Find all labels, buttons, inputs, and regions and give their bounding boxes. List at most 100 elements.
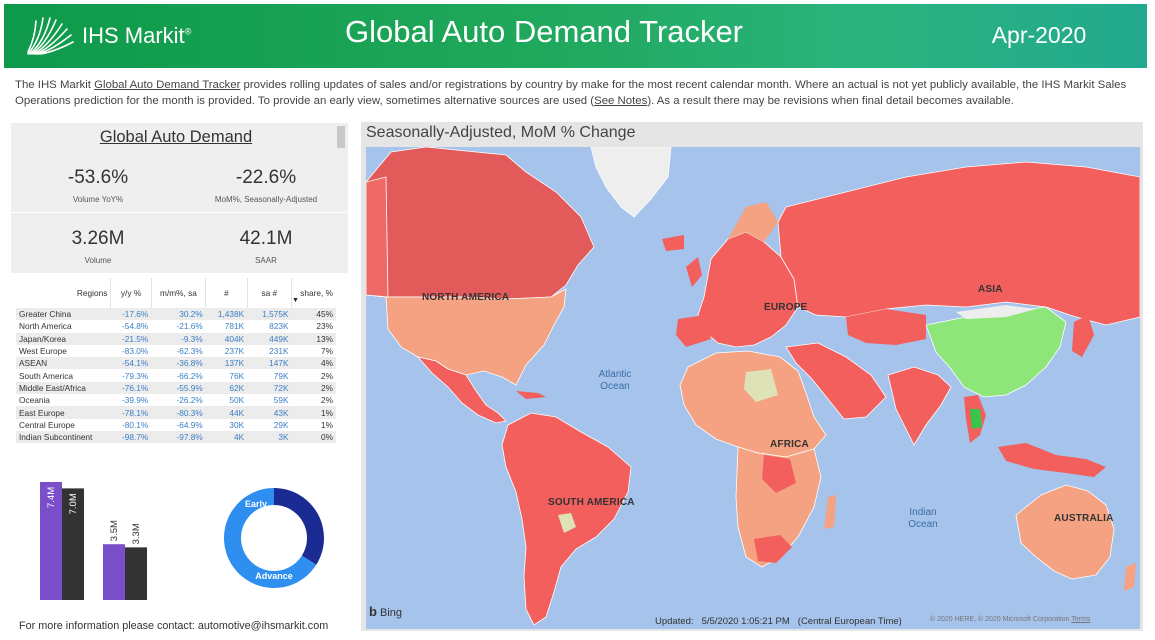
yoy-cell: -80.1%	[121, 419, 149, 430]
map-country-russia[interactable]	[777, 161, 1140, 326]
map-country-caribbean[interactable]	[516, 391, 546, 399]
yoy-cell: -76.1%	[110, 381, 152, 395]
table-row[interactable]: Indian Subcontinent -98.7% -97.8% 4K 3K 0%	[16, 430, 336, 444]
donut-label-1: Advance	[255, 571, 293, 581]
bar-label-g0-s1: 7.0M	[68, 493, 79, 514]
mom-cell: -97.8%	[151, 430, 206, 444]
early-advance-donut: Early Advance	[223, 488, 324, 588]
map-country-australia[interactable]	[1015, 484, 1115, 580]
map-country-uk[interactable]	[686, 257, 702, 287]
bar-label-g1-s0: 3.5M	[109, 520, 120, 541]
region-name: ASEAN	[16, 357, 111, 370]
share-cell: 45%	[291, 308, 336, 321]
map-country-kazakhstan[interactable]	[846, 309, 926, 345]
bar-g1-s1[interactable]	[125, 547, 147, 600]
sa-volume-cell: 823K	[269, 321, 289, 332]
kpi-title: Global Auto Demand	[99, 128, 253, 146]
tracker-link[interactable]: Global Auto Demand Tracker	[94, 79, 241, 91]
table-row[interactable]: ASEAN -54.1% -36.8% 137K 147K 4%	[16, 357, 336, 370]
sa-volume-cell: 59K	[273, 395, 289, 406]
map-country-greenland[interactable]	[590, 147, 672, 218]
region-name: West Europe	[19, 346, 67, 357]
col-volume[interactable]: #	[205, 278, 248, 308]
map-country-middle-east[interactable]	[785, 342, 887, 420]
table-row[interactable]: Oceania -39.9% -26.2% 50K 59K 2%	[16, 394, 336, 406]
share-cell: 7%	[321, 346, 333, 357]
donut-slice-1[interactable]	[223, 488, 317, 588]
col-share[interactable]: share, %	[300, 288, 333, 298]
col-regions[interactable]: Regions	[16, 278, 112, 308]
volume-cell: 76K	[229, 370, 245, 381]
table-row[interactable]: Central Europe -80.1% -64.9% 30K 29K 1%	[16, 419, 336, 431]
share-cell: 2%	[291, 381, 336, 395]
share-cell: 1%	[321, 419, 333, 430]
mom-cell: 30.2%	[151, 308, 206, 321]
table-row[interactable]: West Europe -83.0% -62.3% 237K 231K 7%	[16, 345, 336, 357]
header-banner: IHS Markit® Global Auto Demand Tracker A…	[4, 4, 1147, 68]
sa-volume-cell: 29K	[273, 419, 289, 430]
bar-g0-s0[interactable]	[40, 482, 62, 600]
table-row[interactable]: South America -79.3% -66.2% 76K 79K 2%	[16, 369, 336, 381]
map-country-iceland[interactable]	[662, 235, 684, 251]
map-country-mongolia[interactable]	[956, 305, 1036, 319]
kpi-divider	[11, 212, 348, 213]
logo-starburst-icon	[27, 17, 74, 55]
report-date: Apr-2020	[991, 22, 1087, 48]
yoy-cell: -17.6%	[110, 308, 152, 321]
col-sa-volume[interactable]: sa #	[247, 278, 293, 308]
map-country-thailand[interactable]	[970, 409, 982, 429]
kpi-scrollbar[interactable]	[337, 126, 345, 148]
see-notes-link[interactable]: See Notes	[594, 94, 648, 107]
intro-text: The IHS Markit Global Auto Demand Tracke…	[15, 79, 1127, 107]
volume-cell: 781K	[224, 321, 245, 332]
map-country-indonesia[interactable]	[998, 443, 1106, 477]
table-row[interactable]: Japan/Korea -21.5% -9.3% 404K 449K 13%	[16, 332, 336, 345]
bar-g1-s0[interactable]	[103, 544, 125, 600]
volume-cell: 237K	[224, 346, 245, 357]
yoy-cell: -98.7%	[110, 430, 152, 444]
bar-g0-s1[interactable]	[62, 488, 84, 600]
kpi-panel	[11, 123, 348, 273]
label-australia: AUSTRALIA	[1054, 513, 1114, 524]
map-country-south-africa[interactable]	[754, 535, 792, 563]
region-name: Greater China	[16, 308, 111, 321]
col-mom-sa[interactable]: m/m%, sa	[151, 278, 207, 308]
map-country-madagascar[interactable]	[824, 495, 836, 529]
kpi-saar: 42.1M	[239, 228, 293, 249]
sa-volume-cell: 1,575K	[247, 308, 292, 321]
table-row[interactable]: East Europe -78.1% -80.3% 44K 43K 1%	[16, 406, 336, 419]
map-country-alaska[interactable]	[366, 176, 389, 298]
col-yoy[interactable]: y/y %	[110, 278, 152, 308]
map-country-paraguay[interactable]	[558, 513, 576, 533]
region-name: Indian Subcontinent	[16, 430, 111, 444]
table-row[interactable]: Middle East/Africa -76.1% -55.9% 62K 72K 2%	[16, 381, 336, 395]
share-cell: 1%	[291, 406, 336, 419]
sort-desc-icon[interactable]: ▼	[292, 297, 299, 304]
map-country-mexico[interactable]	[416, 356, 507, 424]
table-row[interactable]: North America -54.8% -21.6% 781K 823K 23%	[16, 320, 336, 332]
map-country-spain[interactable]	[676, 315, 711, 347]
map-country-sahel[interactable]	[744, 369, 778, 402]
terms-link[interactable]: Terms	[1071, 616, 1091, 623]
mom-cell: -55.9%	[151, 381, 206, 395]
volume-cell: 62K	[205, 381, 248, 395]
updated-timestamp: Updated: 5/5/2020 1:05:21 PM (Central Euro…	[655, 616, 902, 627]
world-map[interactable]	[366, 147, 1140, 629]
map-country-india[interactable]	[887, 366, 952, 446]
map-country-japan[interactable]	[1072, 315, 1094, 357]
volume-cell: 44K	[205, 406, 248, 419]
map-country-scandinavia[interactable]	[728, 202, 778, 242]
map-country-drc[interactable]	[762, 455, 796, 493]
bar-label-g1-s1: 3.3M	[131, 523, 142, 544]
region-name: East Europe	[16, 406, 111, 419]
map-country-new-zealand[interactable]	[1124, 563, 1136, 591]
volume-cell: 404K	[205, 332, 248, 345]
yoy-cell: -54.8%	[121, 321, 149, 332]
donut-slice-0[interactable]	[274, 488, 324, 565]
table-row[interactable]: Greater China -17.6% 30.2% 1,438K 1,575K 45%	[16, 308, 336, 321]
mom-cell: -9.3%	[151, 332, 206, 345]
label-europe: EUROPE	[764, 302, 808, 313]
donut-label-0: Early	[245, 499, 267, 509]
map-country-africa-south[interactable]	[735, 446, 822, 568]
sa-volume-cell: 147K	[247, 357, 292, 370]
